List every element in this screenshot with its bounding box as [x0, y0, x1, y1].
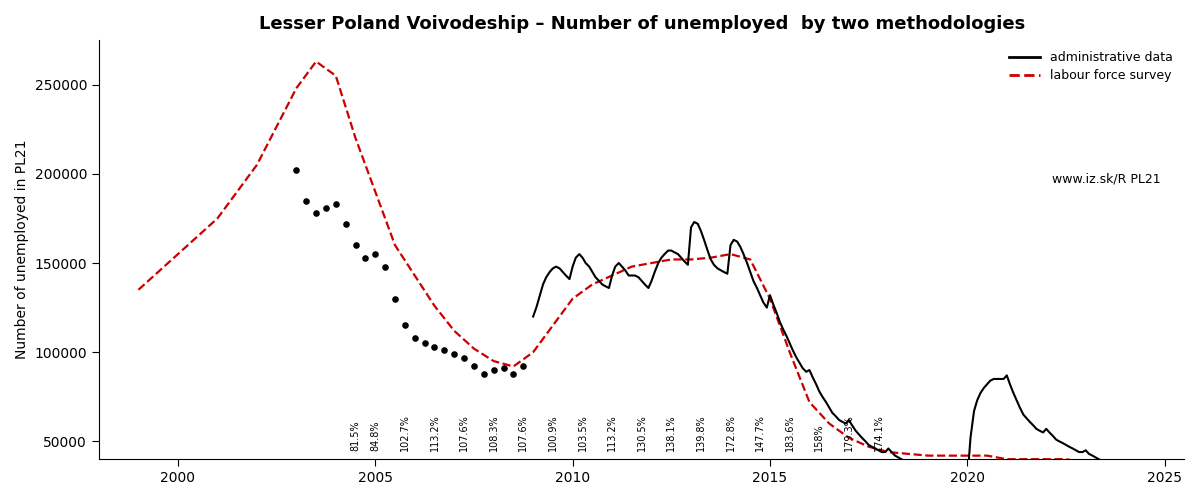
Point	[464, 362, 484, 370]
Point	[395, 322, 414, 330]
Text: 100.9%: 100.9%	[548, 414, 558, 451]
Legend: administrative data, labour force survey: administrative data, labour force survey	[1004, 46, 1178, 88]
Point	[296, 196, 316, 204]
Point	[366, 250, 385, 258]
Text: 179.3%: 179.3%	[844, 414, 854, 451]
Point	[425, 343, 444, 351]
Text: 108.3%: 108.3%	[488, 414, 499, 451]
Point	[326, 200, 346, 208]
Point	[484, 366, 503, 374]
Text: 138.1%: 138.1%	[666, 414, 677, 451]
Text: www.iz.sk/R PL21: www.iz.sk/R PL21	[1052, 172, 1160, 185]
Text: 158%: 158%	[815, 424, 824, 451]
Point	[474, 370, 493, 378]
Text: 130.5%: 130.5%	[637, 414, 647, 451]
Text: 107.6%: 107.6%	[460, 414, 469, 451]
Text: 81.5%: 81.5%	[350, 420, 360, 451]
Point	[445, 350, 464, 358]
Text: 174.1%: 174.1%	[874, 414, 883, 451]
Point	[455, 354, 474, 362]
Text: 103.5%: 103.5%	[577, 414, 588, 451]
Point	[385, 294, 404, 302]
Text: 139.8%: 139.8%	[696, 414, 706, 451]
Point	[434, 346, 454, 354]
Text: 102.7%: 102.7%	[400, 414, 410, 451]
Point	[317, 204, 336, 212]
Text: 113.2%: 113.2%	[607, 414, 617, 451]
Point	[406, 334, 425, 342]
Text: 147.7%: 147.7%	[755, 414, 766, 451]
Text: 107.6%: 107.6%	[518, 414, 528, 451]
Text: 183.6%: 183.6%	[785, 414, 794, 451]
Point	[306, 209, 325, 217]
Point	[494, 364, 514, 372]
Point	[376, 262, 395, 270]
Text: 113.2%: 113.2%	[430, 414, 439, 451]
Point	[514, 362, 533, 370]
Point	[287, 166, 306, 174]
Y-axis label: Number of unemployed in PL21: Number of unemployed in PL21	[14, 140, 29, 360]
Point	[346, 241, 365, 249]
Point	[356, 254, 376, 262]
Text: 84.8%: 84.8%	[371, 420, 380, 451]
Text: 172.8%: 172.8%	[726, 414, 736, 451]
Point	[415, 340, 434, 347]
Title: Lesser Poland Voivodeship – Number of unemployed  by two methodologies: Lesser Poland Voivodeship – Number of un…	[258, 15, 1025, 33]
Point	[336, 220, 355, 228]
Point	[504, 370, 523, 378]
